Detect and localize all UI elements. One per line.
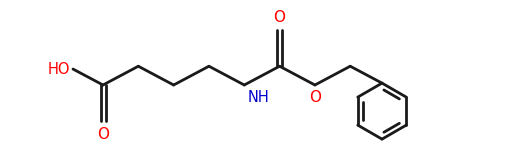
Text: HO: HO: [48, 61, 70, 76]
Text: O: O: [273, 10, 286, 25]
Text: NH: NH: [247, 90, 269, 105]
Text: O: O: [309, 90, 321, 105]
Text: O: O: [97, 127, 109, 142]
